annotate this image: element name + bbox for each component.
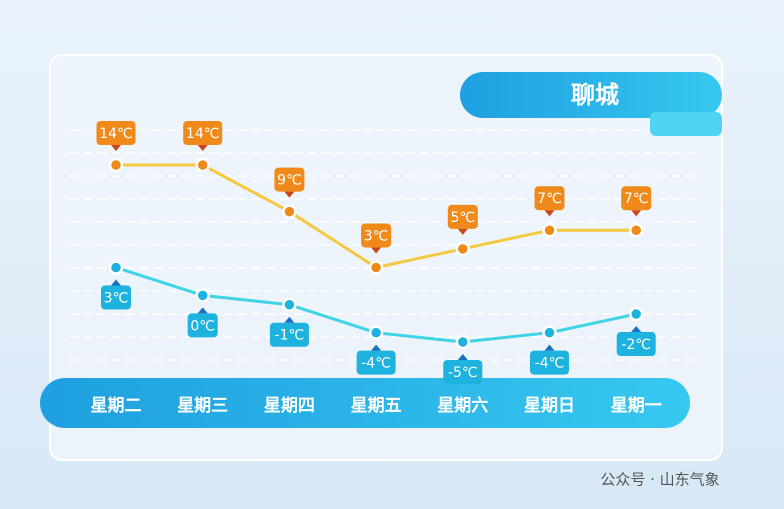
value-label-pointer: [111, 279, 121, 286]
value-label-box: [269, 322, 309, 347]
value-label: 7℃: [537, 191, 562, 207]
value-label-box: [274, 167, 305, 192]
title-box: [460, 72, 722, 118]
value-label: 3℃: [364, 228, 389, 244]
value-label: -4℃: [535, 356, 565, 372]
point: [195, 288, 210, 303]
value-label: 14℃: [99, 126, 133, 142]
value-label-box: [187, 313, 218, 338]
point: [455, 334, 471, 350]
value-label-pointer: [544, 344, 555, 351]
value-label: 14℃: [186, 126, 220, 142]
point: [628, 306, 644, 322]
value-label-pointer: [457, 354, 468, 360]
point: [368, 325, 384, 340]
value-label: -4℃: [361, 356, 391, 372]
value-label-box: [96, 121, 136, 145]
point: [195, 157, 210, 173]
day-bar: [40, 378, 690, 428]
x-tick-label: 星期四: [264, 396, 315, 416]
x-tick-label: 星期六: [437, 395, 488, 416]
value-label-pointer: [544, 210, 555, 217]
chart-title: 聊城: [571, 81, 619, 109]
value-label: -1℃: [275, 328, 305, 344]
value-label-pointer: [284, 191, 295, 198]
value-label-pointer: [457, 228, 468, 235]
value-label-pointer: [111, 145, 121, 151]
value-label: -5℃: [448, 365, 478, 381]
value-label-pointer: [284, 316, 295, 323]
value-label: 7℃: [624, 191, 649, 207]
value-label-box: [361, 223, 392, 248]
value-label-box: [443, 360, 483, 384]
value-label-box: [356, 350, 396, 375]
point: [282, 297, 297, 312]
point: [542, 222, 557, 238]
value-label-box: [183, 121, 223, 145]
value-label-box: [616, 332, 656, 357]
watermark: 公众号 · 山东气象: [600, 471, 719, 489]
point: [108, 157, 124, 173]
value-label-box: [447, 204, 478, 229]
point: [542, 325, 557, 340]
x-tick-label: 星期一: [611, 396, 662, 416]
value-label: 3℃: [104, 290, 129, 306]
x-tick-label: 星期二: [91, 396, 142, 416]
value-label: -2℃: [621, 337, 651, 353]
title-accent: [650, 112, 722, 136]
value-label: 9℃: [277, 173, 302, 189]
x-tick-label: 星期五: [351, 396, 402, 416]
point: [282, 204, 297, 219]
value-label-pointer: [631, 210, 642, 217]
value-label-box: [534, 186, 565, 211]
value-label-box: [621, 186, 652, 211]
value-label-pointer: [197, 307, 208, 314]
value-label-box: [530, 350, 569, 375]
point: [368, 260, 384, 275]
value-label-box: [101, 285, 131, 310]
value-label-pointer: [197, 145, 208, 151]
point: [108, 260, 124, 275]
x-tick-label: 星期日: [524, 396, 575, 416]
point: [455, 241, 471, 257]
value-label-pointer: [371, 344, 382, 351]
value-label: 5℃: [450, 210, 475, 226]
x-tick-label: 星期三: [177, 396, 228, 416]
value-label: 0℃: [190, 318, 215, 334]
point: [628, 222, 644, 238]
value-label-pointer: [631, 326, 642, 333]
value-label-pointer: [371, 247, 382, 254]
